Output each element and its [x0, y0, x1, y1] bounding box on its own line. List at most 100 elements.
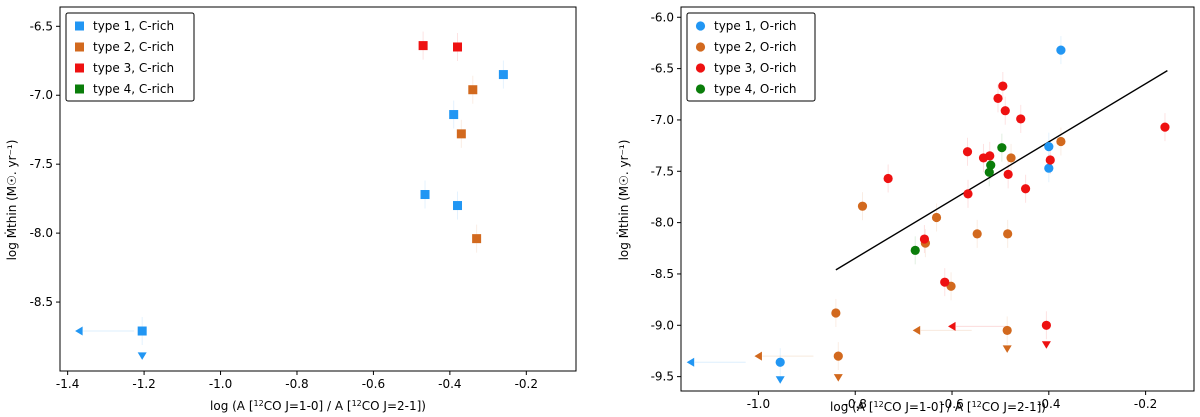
left-y-tick-label: -8.0 [30, 226, 53, 240]
right-upper-limit-marker [1002, 345, 1012, 353]
right-data-point [831, 308, 841, 318]
left-data-point [453, 201, 463, 211]
left-data-point [420, 190, 430, 200]
right-y-tick-label: -8.5 [651, 267, 674, 281]
right-data-point [1006, 153, 1016, 163]
right-left-limit-marker [912, 325, 921, 335]
right-data-point [972, 229, 982, 239]
right-data-point [998, 81, 1008, 91]
right-data-point [978, 153, 989, 163]
left-x-tick-label: -1.2 [132, 377, 155, 391]
right-left-limit-marker [686, 357, 695, 367]
right-data-point [1056, 136, 1066, 147]
right-data-point [1041, 320, 1051, 330]
right-data-point [1056, 45, 1066, 55]
right-x-axis-label: log (A [12CO J=1-0] / A [12CO J=2-1]) [830, 400, 1046, 415]
right-upper-limit-marker [1041, 341, 1051, 349]
right-data-point [1044, 142, 1054, 152]
right-legend-label: type 1, O-rich [714, 19, 796, 33]
right-left-limit-marker [948, 321, 956, 331]
left-y-tick-label: -8.5 [30, 295, 53, 309]
right-legend-marker [695, 42, 706, 52]
left-data-point [453, 42, 463, 52]
left-data-point [468, 85, 478, 95]
left-y-tick-label: -6.5 [30, 19, 53, 33]
right-data-point [857, 201, 868, 211]
left-data-point [137, 326, 147, 336]
right-legend-marker [695, 63, 706, 73]
left-x-tick-label: -0.4 [438, 377, 461, 391]
left-y-tick-label: -7.5 [30, 157, 53, 171]
right-data-point [997, 143, 1007, 153]
right-y-tick-label: -8.0 [651, 216, 674, 230]
left-legend-label: type 4, C-rich [93, 82, 174, 96]
right-data-point [919, 234, 930, 244]
right-data-point [1045, 155, 1055, 165]
left-legend-marker [75, 63, 84, 73]
right-data-point [883, 173, 893, 184]
right-chart: -1.0 -0.8 -0.6 -0.4 -0.2 -6.0 -6.5 -7.0 -7.5 -8.0… [616, 6, 1195, 415]
left-legend: type 1, C-rich type 2, C-rich type 3, C-ri… [65, 12, 195, 102]
left-x-axis-label: log (A [12CO J=1-0] / A [12CO J=2-1]) [210, 399, 426, 414]
left-data-point [456, 129, 466, 139]
right-data-point [986, 160, 996, 170]
left-x-tick-label: -1.0 [209, 377, 232, 391]
left-x-tick-label: -1.4 [56, 377, 79, 391]
right-data-points [686, 45, 1170, 384]
left-x-tick-label: -0.8 [285, 377, 308, 391]
left-legend-marker [75, 84, 84, 94]
right-data-point [984, 167, 994, 177]
right-data-point [1003, 169, 1013, 179]
left-legend-label: type 3, C-rich [93, 61, 174, 75]
right-y-tick-label: -7.0 [651, 113, 674, 127]
right-data-point [940, 277, 950, 287]
left-legend-marker [75, 42, 84, 52]
right-y-tick-label: -6.0 [651, 10, 674, 24]
right-x-tick-label: -0.4 [1037, 397, 1060, 411]
right-upper-limit-marker [775, 376, 785, 384]
right-y-tick-label: -7.5 [651, 164, 674, 178]
left-legend-box [65, 12, 195, 102]
right-data-point [1160, 122, 1170, 132]
right-legend-label: type 2, O-rich [714, 40, 796, 54]
left-y-axis-label: log Ṁthin (M☉. yr⁻¹) [4, 140, 19, 261]
right-x-tick-label: -0.2 [1134, 397, 1157, 411]
right-data-point [963, 189, 973, 199]
left-data-point [418, 41, 428, 51]
left-legend-label: type 2, C-rich [93, 40, 174, 54]
right-fit-line [835, 70, 1168, 271]
right-x-tick-label: -0.8 [844, 397, 867, 411]
right-data-point [1020, 184, 1031, 194]
right-plot-frame [680, 6, 1195, 392]
right-left-limit-marker [754, 351, 762, 361]
right-data-point [1002, 325, 1012, 336]
right-legend-marker [695, 84, 706, 94]
left-y-tick-label: -7.0 [30, 88, 53, 102]
right-upper-limit-marker [833, 374, 843, 382]
right-data-point [993, 93, 1003, 103]
left-data-points [75, 41, 508, 360]
right-axis-ticks: -1.0 -0.8 -0.6 -0.4 -0.2 -6.0 -6.5 -7.0 -7.5 -8.0… [651, 10, 1158, 411]
right-y-axis-label: log Ṁthin (M☉. yr⁻¹) [616, 140, 631, 261]
right-data-point [910, 245, 920, 255]
right-data-point [962, 147, 973, 157]
right-legend-marker [695, 21, 706, 31]
left-upper-limit-marker [137, 352, 147, 360]
right-data-point [833, 351, 843, 361]
left-data-point [472, 234, 482, 244]
right-legend-box [686, 12, 816, 102]
left-legend-label: type 1, C-rich [93, 19, 174, 33]
right-data-point [1003, 229, 1013, 239]
right-y-tick-label: -6.5 [651, 62, 674, 76]
right-data-point [1000, 106, 1010, 116]
left-left-limit-marker [75, 326, 83, 336]
right-legend-label: type 3, O-rich [714, 61, 796, 75]
left-axis-ticks: -1.4 -1.2 -1.0 -0.8 -0.6 -0.4 -0.2 -6.5 -7.0 -7.5… [30, 19, 538, 391]
right-y-tick-label: -9.0 [651, 318, 674, 332]
right-x-tick-label: -0.6 [940, 397, 963, 411]
left-plot-frame [59, 6, 577, 372]
right-y-tick-label: -9.5 [651, 370, 674, 384]
right-data-point [1044, 163, 1054, 173]
right-x-tick-label: -1.0 [747, 397, 770, 411]
